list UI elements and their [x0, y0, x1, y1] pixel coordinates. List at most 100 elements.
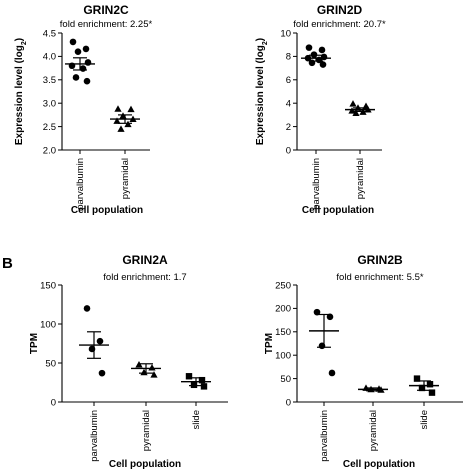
data-point [362, 384, 370, 391]
chart-title: GRIN2A [122, 253, 168, 267]
data-point [185, 373, 193, 380]
data-point [200, 383, 208, 390]
y-axis-title: Expression level (log2) [255, 38, 269, 145]
x-category-label: parvalbumin [89, 410, 100, 462]
y-tick-label: 3.5 [43, 75, 56, 86]
data-point [83, 77, 91, 85]
data-point [119, 112, 127, 119]
y-tick-label: 6 [286, 75, 291, 86]
y-tick-label: 4 [286, 99, 291, 110]
data-point [428, 389, 436, 396]
x-category-label: pyramidal [355, 158, 366, 199]
chart-panel-grin2d: GRIN2D fold enrichment: 20.7* 0 2 4 6 8 10 Expre… [255, 3, 386, 216]
x-category-label: pyramidal [368, 410, 379, 451]
data-point [83, 305, 91, 312]
data-point [359, 108, 367, 115]
y-tick-label: 200 [275, 304, 291, 315]
x-axis-title: Cell population [71, 205, 143, 216]
data-point [96, 337, 104, 345]
y-tick-label: 50 [280, 374, 291, 385]
data-point [377, 386, 385, 393]
data-point [352, 109, 360, 117]
data-point [305, 44, 313, 51]
data-point [413, 375, 421, 382]
x-axis-title: Cell population [109, 459, 181, 470]
data-point [308, 59, 316, 67]
data-point [135, 360, 143, 368]
chart-title: GRIN2D [317, 3, 363, 17]
data-point [98, 369, 106, 377]
chart-subtitle: fold enrichment: 5.5* [336, 272, 423, 283]
x-axis-title: Cell population [343, 459, 415, 470]
data-point [74, 48, 82, 56]
chart-title: GRIN2C [83, 3, 129, 17]
x-category-label: pyramidal [141, 410, 152, 451]
y-axis-title: TPM [264, 333, 275, 354]
y-tick-label: 150 [40, 280, 56, 291]
data-point [348, 107, 356, 114]
data-point [114, 105, 122, 112]
y-tick-label: 100 [275, 351, 291, 362]
data-point [318, 342, 326, 350]
y-axis-title: TPM [29, 333, 40, 354]
panel-letter-b: B [2, 255, 13, 272]
y-tick-label: 4.5 [43, 28, 56, 39]
data-point [127, 105, 135, 113]
data-point [190, 381, 198, 389]
x-category-label: parvalbumin [319, 410, 330, 462]
y-tick-label: 0 [286, 397, 291, 408]
data-point [304, 54, 312, 62]
y-tick-label: 250 [275, 280, 291, 291]
data-point [319, 61, 327, 68]
y-tick-label: 2.0 [43, 145, 56, 156]
y-axis-title: Expression level (log2) [14, 38, 28, 145]
data-point [418, 384, 426, 392]
y-tick-label: 100 [40, 319, 56, 330]
data-point [68, 62, 76, 70]
data-point [315, 56, 323, 64]
data-point [129, 115, 137, 122]
chart-title: GRIN2B [357, 253, 403, 267]
chart-panel-grin2b: GRIN2B fold enrichment: 5.5* 0 50 100 150 200 2… [264, 253, 463, 470]
y-tick-label: 50 [45, 358, 56, 369]
data-point [310, 51, 318, 58]
data-point [79, 65, 87, 72]
data-point [117, 125, 125, 132]
x-category-label: parvalbumin [75, 158, 86, 210]
y-tick-label: 0 [286, 145, 291, 156]
y-tick-label: 2.5 [43, 122, 56, 133]
chart-panel-grin2c: GRIN2C fold enrichment: 2.25* 2.0 2.5 3.0 3.5… [14, 3, 153, 216]
y-tick-label: 8 [286, 52, 291, 63]
y-tick-label: 4.0 [43, 52, 56, 63]
data-point [69, 38, 77, 46]
data-point [84, 59, 92, 66]
data-point [349, 100, 357, 107]
data-point [367, 385, 375, 393]
x-category-label: slide [191, 410, 202, 430]
x-category-label: pyramidal [120, 158, 131, 199]
data-point [72, 74, 80, 81]
data-point [124, 120, 132, 128]
data-point [320, 53, 328, 61]
x-axis-title: Cell population [302, 205, 374, 216]
chart-subtitle: fold enrichment: 20.7* [293, 19, 386, 30]
data-point [198, 376, 206, 384]
data-point [426, 381, 434, 388]
data-point [82, 45, 90, 53]
data-point [354, 104, 362, 111]
data-point [88, 345, 96, 353]
data-point [140, 368, 148, 376]
y-tick-label: 0 [51, 397, 56, 408]
data-point [150, 371, 158, 378]
x-category-label: parvalbumin [311, 158, 322, 210]
chart-panel-grin2a: GRIN2A fold enrichment: 1.7 0 50 100 150 TPM Ce… [29, 253, 228, 470]
data-point [313, 308, 321, 316]
data-point [318, 46, 326, 54]
y-tick-label: 150 [275, 327, 291, 338]
chart-subtitle: fold enrichment: 1.7 [103, 272, 186, 283]
data-point [328, 369, 336, 377]
x-category-label: slide [419, 410, 430, 430]
data-point [148, 364, 156, 371]
y-tick-label: 10 [280, 28, 291, 39]
